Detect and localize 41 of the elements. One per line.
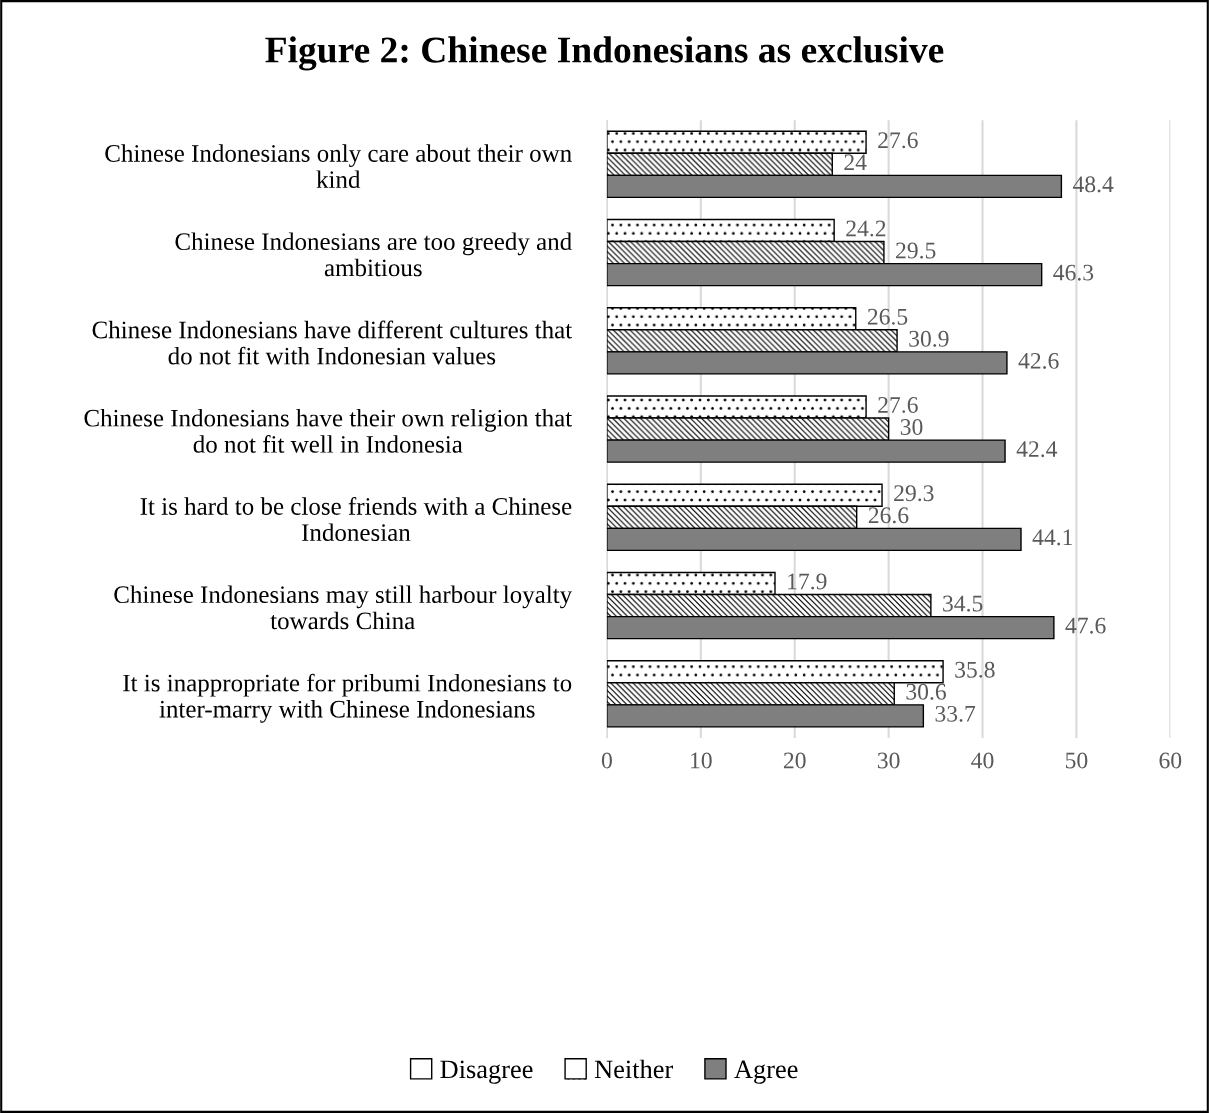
y-tick-label: It is hard to be close friends with a Chinese Indonesian: [140, 497, 572, 542]
data-label: 47.6: [1065, 617, 1106, 634]
x-tick-label: 20: [783, 752, 806, 769]
data-label: 30.6: [906, 683, 946, 700]
data-label: 35.8: [955, 661, 995, 678]
y-tick-label: It is inappropriate for pribumi Indonesians to inter-marry with Chinese Indonesians: [123, 673, 572, 723]
data-label: 29.5: [896, 242, 936, 259]
data-label: 24: [844, 154, 867, 170]
data-label: 33.7: [935, 705, 976, 722]
data-label: 26.5: [867, 308, 908, 325]
x-tick-label: 30: [877, 752, 900, 769]
x-tick-label: 60: [1159, 752, 1182, 769]
bar: [606, 527, 1022, 552]
bar: [606, 439, 1006, 463]
x-tick-label: 10: [691, 752, 712, 769]
data-label: 46.3: [1053, 264, 1094, 281]
data-label: 42.6: [1018, 352, 1059, 369]
data-label: 44.1: [1032, 529, 1073, 546]
data-label: 42.4: [1016, 441, 1058, 458]
x-tick-label: 40: [971, 752, 994, 769]
data-label: 26.6: [868, 507, 909, 524]
data-label: 17.9: [788, 573, 827, 590]
y-tick-label: Chinese Indonesians are too greedy and ambitious: [175, 232, 572, 277]
y-tick-label: Chinese Indonesians may still harbour loyalty towards China: [114, 585, 573, 630]
data-label: 27.6: [878, 132, 918, 149]
chart-title: Figure 2: Chinese Indonesians as exclusive: [265, 36, 944, 71]
x-tick-label: 0: [601, 752, 612, 769]
y-tick-label: Chinese Indonesians have their own religion that do not fit well in Indonesia: [84, 409, 573, 453]
y-tick-label: Chinese Indonesians only care about their own kind: [105, 144, 572, 189]
legend-label: Disagree: [440, 1060, 533, 1084]
data-label: 30.9: [909, 330, 949, 347]
data-label: 34.5: [943, 595, 983, 612]
data-label: 24.2: [846, 220, 886, 237]
data-label: 30: [900, 419, 923, 435]
data-label: 29.3: [894, 485, 934, 502]
x-tick-label: 50: [1065, 752, 1088, 769]
legend-label: Neither: [594, 1059, 673, 1079]
y-tick-label: Chinese Indonesians have different cultures that do not fit with Indonesian values: [92, 320, 573, 365]
data-label: 27.6: [878, 397, 918, 414]
data-label: 48.4: [1072, 176, 1114, 193]
legend-label: Agree: [734, 1060, 798, 1084]
